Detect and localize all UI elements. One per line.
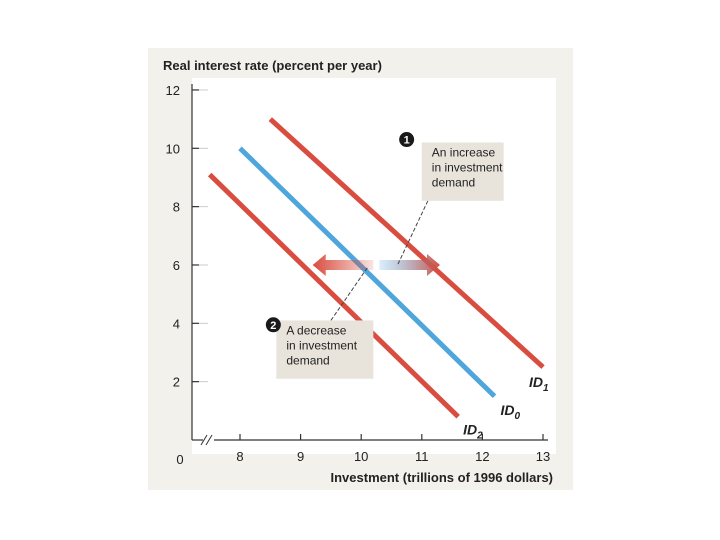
annotation-text: demand bbox=[432, 175, 475, 189]
annotation-text: in investment bbox=[432, 160, 503, 174]
curve-label-subscript: 1 bbox=[543, 383, 549, 394]
y-tick-label: 8 bbox=[173, 200, 180, 215]
y-tick-label: 6 bbox=[173, 258, 180, 273]
demand-curves bbox=[207, 117, 545, 419]
x-tick-label: 11 bbox=[415, 449, 429, 464]
y-axis-title: Real interest rate (percent per year) bbox=[163, 58, 382, 73]
shift-arrow-left bbox=[312, 253, 374, 276]
annotation-text: in investment bbox=[286, 338, 357, 352]
axis-break-mark bbox=[200, 434, 208, 446]
annotation-number: 2 bbox=[270, 320, 276, 332]
annotation-leader-line bbox=[330, 267, 368, 321]
annotation-box bbox=[421, 142, 504, 201]
y-tick-label: 10 bbox=[166, 141, 180, 156]
plot-area bbox=[192, 78, 556, 454]
annotation-number: 1 bbox=[404, 135, 410, 147]
curve-id1 bbox=[268, 117, 545, 369]
annotation-text: A decrease bbox=[286, 323, 346, 337]
curve-label-subscript: 0 bbox=[515, 411, 521, 422]
annotation-text: An increase bbox=[432, 145, 496, 159]
x-axis-title: Investment (trillions of 1996 dollars) bbox=[331, 470, 554, 485]
x-tick-label: 8 bbox=[236, 449, 243, 464]
curve-label-subscript: 2 bbox=[476, 431, 483, 442]
x-tick-label: 13 bbox=[536, 449, 550, 464]
curve-id0 bbox=[238, 146, 497, 399]
origin-label: 0 bbox=[176, 452, 183, 467]
annotation-text: demand bbox=[286, 353, 329, 367]
x-tick-label: 9 bbox=[297, 449, 304, 464]
y-tick-label: 12 bbox=[166, 83, 180, 98]
x-tick-label: 12 bbox=[475, 449, 489, 464]
annotation-box bbox=[276, 320, 374, 379]
y-tick-label: 4 bbox=[173, 316, 180, 331]
shift-arrow-right bbox=[379, 253, 440, 276]
curve-id2 bbox=[207, 172, 460, 419]
y-tick-label: 2 bbox=[173, 375, 180, 390]
shift-arrows bbox=[312, 253, 440, 276]
x-tick-label: 10 bbox=[354, 449, 368, 464]
annotation-number-badge bbox=[265, 317, 281, 333]
axis-break-mark bbox=[205, 434, 213, 446]
annotation-number-badge bbox=[399, 132, 415, 148]
